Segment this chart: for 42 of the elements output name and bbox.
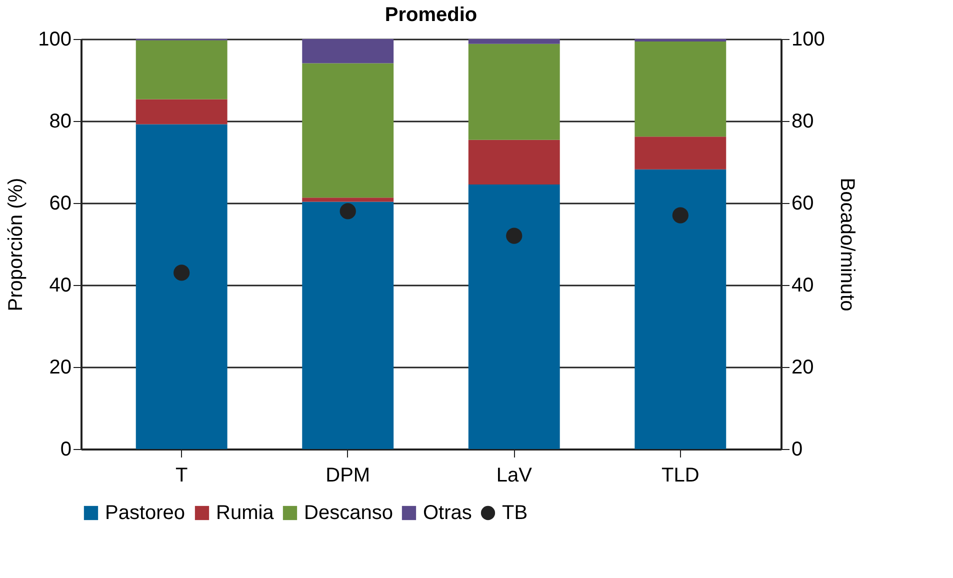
y-tick-label: 0: [60, 438, 72, 460]
point: [672, 207, 688, 224]
y2-tick-label: 0: [792, 438, 803, 460]
bar: [468, 140, 560, 185]
y-axis-title: Proporción (%): [5, 178, 28, 312]
legend-label: Descanso: [304, 502, 393, 524]
x-tick-label: TLD: [662, 464, 700, 486]
point: [174, 264, 190, 281]
y-tick-label: 60: [49, 192, 72, 214]
bar: [302, 198, 394, 202]
point: [506, 228, 522, 244]
bar: [136, 99, 228, 124]
bar: [634, 136, 726, 170]
y-tick-label: 20: [49, 356, 72, 378]
bar: [136, 40, 228, 100]
bar: [468, 184, 560, 449]
y2-axis-title: Bocado/minuto: [836, 178, 858, 312]
y-tick-label: 80: [49, 110, 72, 132]
bar: [136, 124, 228, 449]
chart-title: Promedio: [384, 4, 478, 26]
bar: [468, 39, 560, 44]
bar: [468, 44, 560, 140]
y2-tick-label: 60: [792, 192, 814, 214]
legend-label: Otras: [423, 502, 472, 524]
y-tick-label: 100: [38, 28, 72, 50]
legend-label: Rumia: [216, 502, 275, 524]
bar: [634, 41, 726, 137]
y2-tick-label: 80: [792, 110, 814, 132]
bar: [302, 63, 394, 198]
bar: [634, 169, 726, 449]
x-tick-label: T: [175, 464, 188, 486]
y2-tick-label: 40: [792, 274, 814, 296]
bar: [302, 39, 394, 64]
legend-label: Pastoreo: [105, 502, 186, 524]
y2-tick-label: 100: [792, 28, 825, 50]
x-tick-label: LaV: [496, 464, 533, 486]
point: [340, 203, 356, 220]
legend-label: TB: [502, 502, 528, 524]
bar: [302, 202, 394, 449]
x-tick-label: DPM: [326, 464, 370, 486]
y-tick-label: 40: [49, 274, 72, 296]
y2-tick-label: 20: [792, 356, 814, 378]
